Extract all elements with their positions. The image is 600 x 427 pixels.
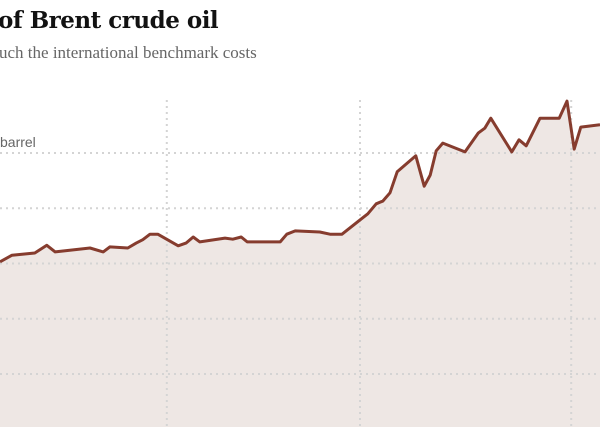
grid [0, 100, 600, 427]
y-axis-label: barrel [0, 134, 36, 150]
chart-title: of Brent crude oil [0, 7, 219, 34]
price-line [0, 99, 600, 264]
chart-subtitle: uch the international benchmark costs [0, 43, 257, 62]
